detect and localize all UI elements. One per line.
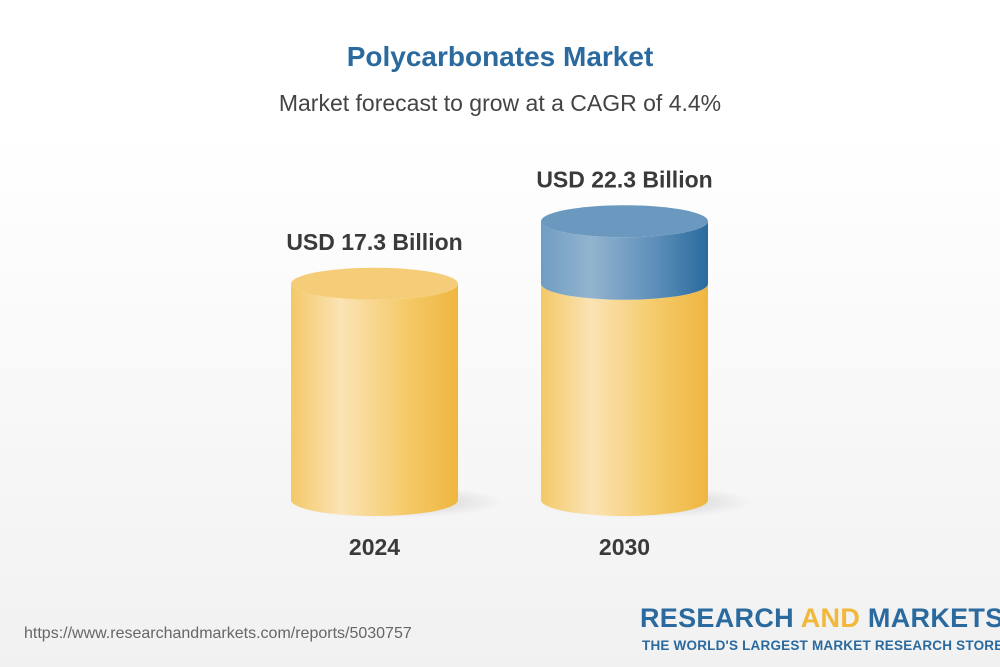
- cylinder-base-segment: [291, 283, 459, 516]
- category-label: 2024: [349, 534, 400, 560]
- brand-tagline: THE WORLD'S LARGEST MARKET RESEARCH STOR…: [642, 638, 1000, 653]
- cylinder-top: [541, 205, 708, 238]
- brand-logo: RESEARCH AND MARKETS: [640, 603, 1000, 633]
- chart-subtitle: Market forecast to grow at a CAGR of 4.4…: [278, 90, 722, 116]
- cylinder-base-segment: [541, 283, 708, 516]
- data-label: USD 17.3 Billion: [286, 229, 462, 255]
- cylinder-growth-segment: [541, 221, 708, 300]
- source-url[interactable]: https://www.researchandmarkets.com/repor…: [24, 625, 412, 642]
- cylinder-chart: USD 17.3 Billion 2024 USD 22.3 Billion 2030: [286, 166, 753, 560]
- data-label: USD 22.3 Billion: [536, 166, 712, 192]
- cylinder-top: [291, 267, 458, 300]
- chart-title: Polycarbonates Market: [346, 41, 654, 72]
- category-label: 2030: [599, 534, 650, 560]
